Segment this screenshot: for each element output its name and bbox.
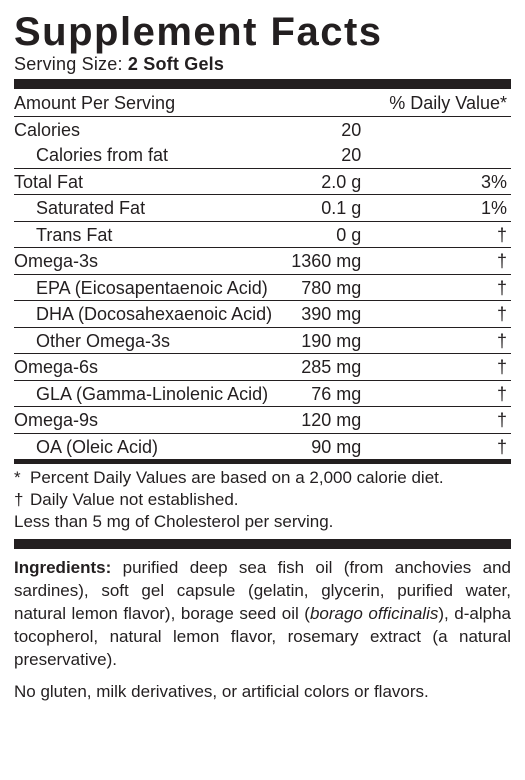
nutrient-dv: 3%: [389, 168, 511, 195]
nutrient-name: Calories from fat: [14, 142, 274, 168]
nutrient-dv: †: [389, 354, 511, 381]
table-row: OA (Oleic Acid)90 mg†: [14, 433, 511, 459]
table-row: Other Omega-3s190 mg†: [14, 327, 511, 354]
serving-value: 2 Soft Gels: [128, 54, 224, 74]
table-row: Saturated Fat0.1 g1%: [14, 195, 511, 222]
nutrient-amount: 390 mg: [274, 301, 390, 328]
nutrition-table: Amount Per Serving % Daily Value* Calori…: [14, 89, 511, 459]
nutrient-amount: 1360 mg: [274, 248, 390, 275]
table-row: Total Fat2.0 g3%: [14, 168, 511, 195]
table-row: DHA (Docosahexaenoic Acid)390 mg†: [14, 301, 511, 328]
footnote-symbol: *: [14, 467, 30, 489]
nutrient-name: Saturated Fat: [14, 195, 274, 222]
nutrient-dv: †: [389, 407, 511, 434]
footnote-symbol: †: [14, 489, 30, 511]
nutrient-dv: 1%: [389, 195, 511, 222]
nutrient-name: Other Omega-3s: [14, 327, 274, 354]
table-row: Calories from fat20: [14, 142, 511, 168]
nutrient-dv: †: [389, 433, 511, 459]
nutrient-name: Calories: [14, 116, 274, 142]
nutrient-amount: 780 mg: [274, 274, 390, 301]
footnote-text: Daily Value not established.: [30, 489, 239, 511]
nutrient-amount: 76 mg: [274, 380, 390, 407]
nutrient-amount: 0 g: [274, 221, 390, 248]
rule-bottom: [14, 539, 511, 549]
nutrient-amount: 120 mg: [274, 407, 390, 434]
nutrient-dv: †: [389, 380, 511, 407]
serving-size: Serving Size: 2 Soft Gels: [14, 54, 511, 75]
header-amount-per-serving: Amount Per Serving: [14, 89, 274, 116]
table-row: Omega-9s120 mg†: [14, 407, 511, 434]
nutrient-name: DHA (Docosahexaenoic Acid): [14, 301, 274, 328]
table-row: Omega-3s1360 mg†: [14, 248, 511, 275]
rule-top: [14, 79, 511, 89]
table-row: EPA (Eicosapentaenoic Acid)780 mg†: [14, 274, 511, 301]
nutrient-name: Omega-9s: [14, 407, 274, 434]
serving-label: Serving Size:: [14, 54, 123, 74]
nutrient-name: Omega-6s: [14, 354, 274, 381]
table-header-row: Amount Per Serving % Daily Value*: [14, 89, 511, 116]
nutrient-name: GLA (Gamma-Linolenic Acid): [14, 380, 274, 407]
nutrient-name: Trans Fat: [14, 221, 274, 248]
footnotes: * Percent Daily Values are based on a 2,…: [14, 464, 511, 539]
ingredients-latin: borago officinalis: [310, 604, 438, 623]
header-daily-value: % Daily Value*: [389, 89, 511, 116]
nutrient-name: EPA (Eicosapentaenoic Acid): [14, 274, 274, 301]
nutrient-dv: †: [389, 327, 511, 354]
nutrient-dv: †: [389, 248, 511, 275]
nutrient-amount: 0.1 g: [274, 195, 390, 222]
no-gluten-note: No gluten, milk derivatives, or artifici…: [14, 682, 511, 702]
table-row: Trans Fat0 g†: [14, 221, 511, 248]
nutrient-amount: 285 mg: [274, 354, 390, 381]
panel-title: Supplement Facts: [14, 12, 511, 52]
table-row: Omega-6s285 mg†: [14, 354, 511, 381]
footnote: * Percent Daily Values are based on a 2,…: [14, 467, 511, 489]
ingredients: Ingredients: purified deep sea fish oil …: [14, 557, 511, 672]
nutrient-dv: †: [389, 274, 511, 301]
table-row: GLA (Gamma-Linolenic Acid)76 mg†: [14, 380, 511, 407]
table-row: Calories20: [14, 116, 511, 142]
nutrient-amount: 20: [274, 142, 390, 168]
nutrient-dv: [389, 116, 511, 142]
nutrient-amount: 2.0 g: [274, 168, 390, 195]
nutrient-amount: 20: [274, 116, 390, 142]
nutrient-name: Total Fat: [14, 168, 274, 195]
nutrient-name: OA (Oleic Acid): [14, 433, 274, 459]
nutrient-name: Omega-3s: [14, 248, 274, 275]
ingredients-label: Ingredients:: [14, 558, 111, 577]
nutrient-amount: 190 mg: [274, 327, 390, 354]
footnote-text: Percent Daily Values are based on a 2,00…: [30, 467, 444, 489]
footnote-extra: Less than 5 mg of Cholesterol per servin…: [14, 511, 511, 533]
nutrient-amount: 90 mg: [274, 433, 390, 459]
footnote: † Daily Value not established.: [14, 489, 511, 511]
nutrient-dv: †: [389, 301, 511, 328]
nutrient-dv: †: [389, 221, 511, 248]
nutrient-dv: [389, 142, 511, 168]
